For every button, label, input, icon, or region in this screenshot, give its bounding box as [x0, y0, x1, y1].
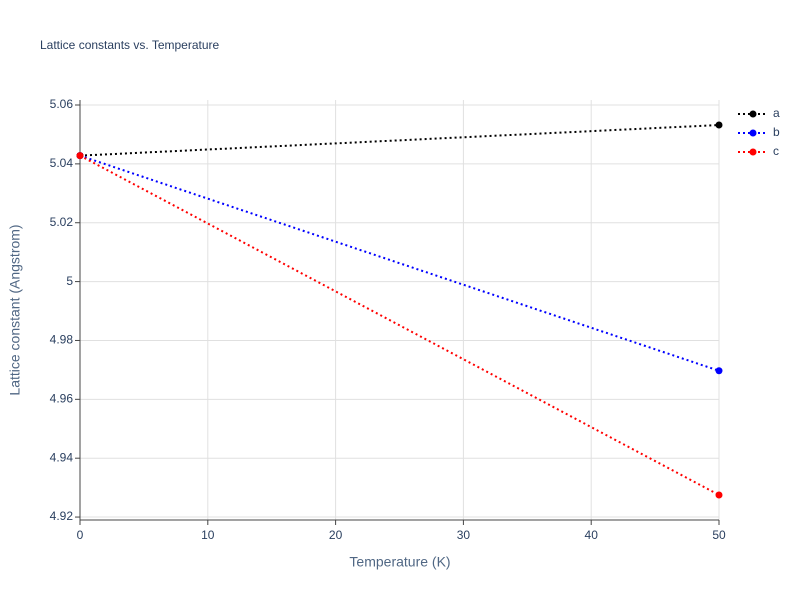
chart-title: Lattice constants vs. Temperature	[40, 38, 220, 52]
y-tick-label: 5.06	[50, 97, 74, 111]
y-tick-label: 4.98	[50, 333, 74, 347]
x-tick-label: 50	[712, 528, 726, 542]
point	[715, 121, 723, 129]
series-line	[79, 124, 720, 157]
x-axis-title: Temperature (K)	[349, 554, 450, 570]
point	[76, 152, 84, 160]
legend-marker	[749, 110, 757, 118]
legend-label: c	[773, 144, 779, 158]
x-tick-label: 30	[457, 528, 471, 542]
y-tick-label: 4.92	[50, 509, 74, 523]
y-tick-label: 5.02	[50, 215, 74, 229]
y-axis-title: Lattice constant (Angstrom)	[7, 224, 23, 395]
series-line	[79, 154, 720, 372]
y-tick-label: 4.96	[50, 391, 74, 405]
point	[715, 491, 723, 499]
x-tick-label: 0	[77, 528, 84, 542]
legend-label: a	[773, 106, 780, 120]
point	[715, 367, 723, 375]
x-tick-label: 20	[329, 528, 343, 542]
x-tick-label: 40	[585, 528, 599, 542]
legend-marker	[749, 148, 757, 156]
y-tick-label: 4.94	[50, 450, 74, 464]
legend-label: b	[773, 125, 780, 139]
legend-marker	[749, 129, 757, 137]
y-tick-label: 5	[66, 274, 73, 288]
x-tick-label: 10	[201, 528, 215, 542]
series-line	[79, 154, 720, 496]
y-tick-label: 5.04	[50, 156, 74, 170]
